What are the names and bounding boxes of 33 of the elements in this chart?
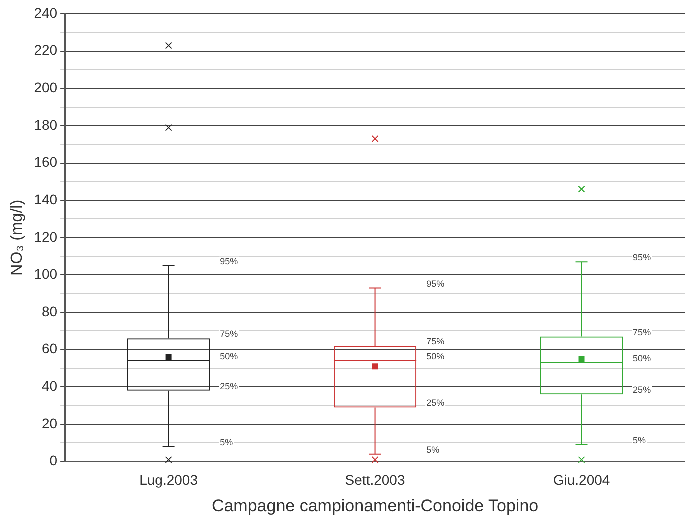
- y-tick-label: 240: [34, 4, 58, 21]
- y-tick-label: 200: [34, 79, 58, 96]
- y-axis-title: NO₃ (mg/l): [9, 200, 26, 276]
- annotation: 25%: [220, 381, 238, 392]
- x-axis-title: Campagne campionamenti-Conoide Topino: [212, 496, 539, 516]
- annotation: 5%: [633, 435, 646, 446]
- y-tick-label: 20: [42, 415, 58, 432]
- y-tick-label: 60: [42, 340, 58, 357]
- y-tick-label: 100: [34, 266, 58, 282]
- annotation: 5%: [426, 444, 440, 455]
- x-tick-label: Giu.2004: [553, 472, 610, 488]
- y-tick-label: 0: [50, 452, 58, 469]
- annotation: 95%: [633, 252, 652, 263]
- y-tick-label: 180: [34, 116, 58, 133]
- annotation: 5%: [220, 437, 234, 448]
- x-tick-label: Sett.2003: [345, 472, 406, 488]
- annotation: 75%: [220, 329, 238, 340]
- annotation: 50%: [633, 353, 652, 364]
- y-tick-label: 160: [34, 154, 58, 170]
- y-tick-label: 140: [34, 191, 58, 208]
- y-tick-label: 120: [34, 228, 58, 245]
- x-tick-label: Lug.2003: [140, 472, 198, 488]
- annotation: 75%: [426, 336, 445, 347]
- annotation: 95%: [220, 256, 238, 266]
- annotation: 50%: [426, 352, 445, 362]
- annotation: 25%: [426, 398, 445, 408]
- y-tick-label: 220: [34, 42, 58, 58]
- y-tick-label: 80: [42, 303, 58, 320]
- annotation: 95%: [426, 278, 445, 289]
- y-tick-label: 40: [42, 378, 58, 394]
- annotation: 25%: [633, 385, 652, 396]
- annotation: 50%: [220, 352, 238, 362]
- annotation: 75%: [633, 327, 652, 338]
